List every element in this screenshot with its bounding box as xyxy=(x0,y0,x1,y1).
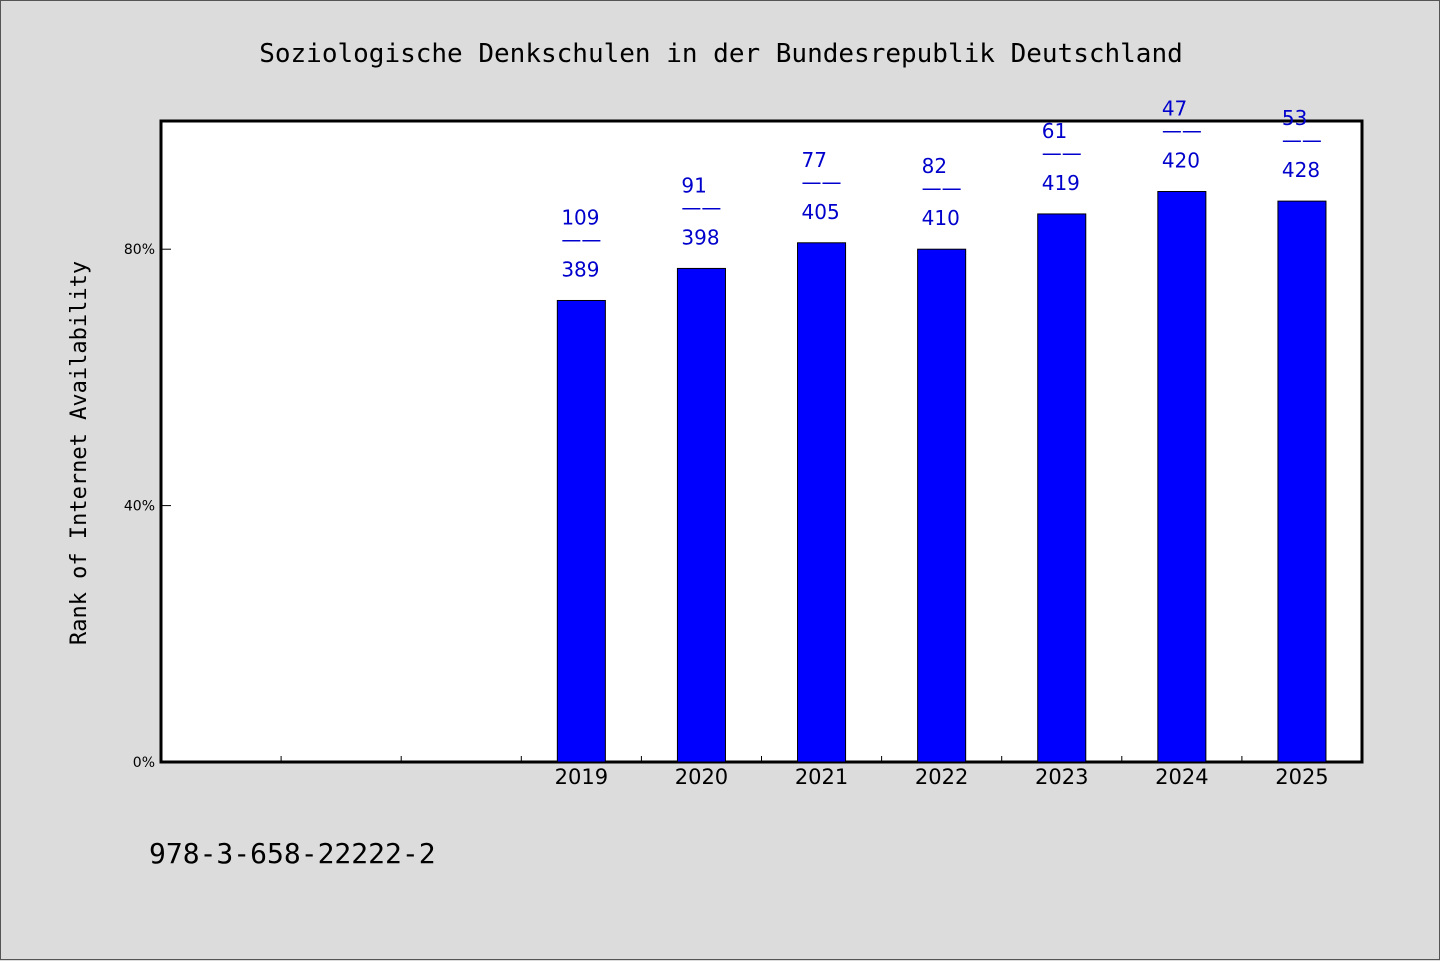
y-tick-label: 40% xyxy=(124,499,155,515)
data-label-top: 47 xyxy=(1162,97,1187,121)
y-tick-label: 0% xyxy=(133,755,155,771)
bar-series xyxy=(556,191,1327,763)
y-tick-label: 80% xyxy=(124,242,155,258)
isbn-footnote: 978-3-658-22222-2 xyxy=(149,837,436,870)
y-axis: 0% 40% 80% xyxy=(124,242,171,771)
x-tick-label: 2022 xyxy=(915,765,968,789)
data-label-bottom: 398 xyxy=(681,225,719,249)
data-label-top: 77 xyxy=(802,148,827,172)
data-label-sep: —— xyxy=(1042,141,1082,165)
x-tick-label: 2023 xyxy=(1035,765,1088,789)
data-labels: 109——38991——39877——40582——41061——41947——… xyxy=(561,97,1322,282)
bar xyxy=(676,267,726,763)
data-label-top: 61 xyxy=(1042,119,1067,143)
bar xyxy=(1277,200,1327,763)
data-label-sep: —— xyxy=(1282,128,1322,152)
bar xyxy=(1157,191,1207,763)
x-tick-label: 2021 xyxy=(795,765,848,789)
data-label-bottom: 428 xyxy=(1282,158,1320,182)
y-axis-label: Rank of Internet Availability xyxy=(67,261,92,645)
data-label-sep: —— xyxy=(922,176,962,200)
x-tick-label: 2024 xyxy=(1155,765,1208,789)
data-label-top: 109 xyxy=(561,205,599,229)
bar xyxy=(797,242,847,763)
x-tick-label: 2019 xyxy=(555,765,608,789)
data-label-bottom: 405 xyxy=(802,200,840,224)
bar xyxy=(1037,213,1087,763)
data-label-top: 82 xyxy=(922,154,947,178)
data-label-bottom: 419 xyxy=(1042,171,1080,195)
data-label-top: 53 xyxy=(1282,106,1307,130)
data-label-bottom: 410 xyxy=(922,206,960,230)
data-label-sep: —— xyxy=(802,170,842,194)
data-label-sep: —— xyxy=(561,227,601,251)
data-label-top: 91 xyxy=(681,173,706,197)
bar xyxy=(917,248,967,763)
x-tick-label: 2025 xyxy=(1275,765,1328,789)
bar xyxy=(556,299,606,763)
x-axis: 2019 2020 2021 2022 2023 2024 2025 xyxy=(280,756,1329,789)
data-label-bottom: 420 xyxy=(1162,149,1200,173)
x-tick-label: 2020 xyxy=(675,765,728,789)
data-label-bottom: 389 xyxy=(561,257,599,281)
data-label-sep: —— xyxy=(1162,119,1202,143)
chart-title: Soziologische Denkschulen in der Bundesr… xyxy=(259,39,1183,69)
data-label-sep: —— xyxy=(681,195,721,219)
